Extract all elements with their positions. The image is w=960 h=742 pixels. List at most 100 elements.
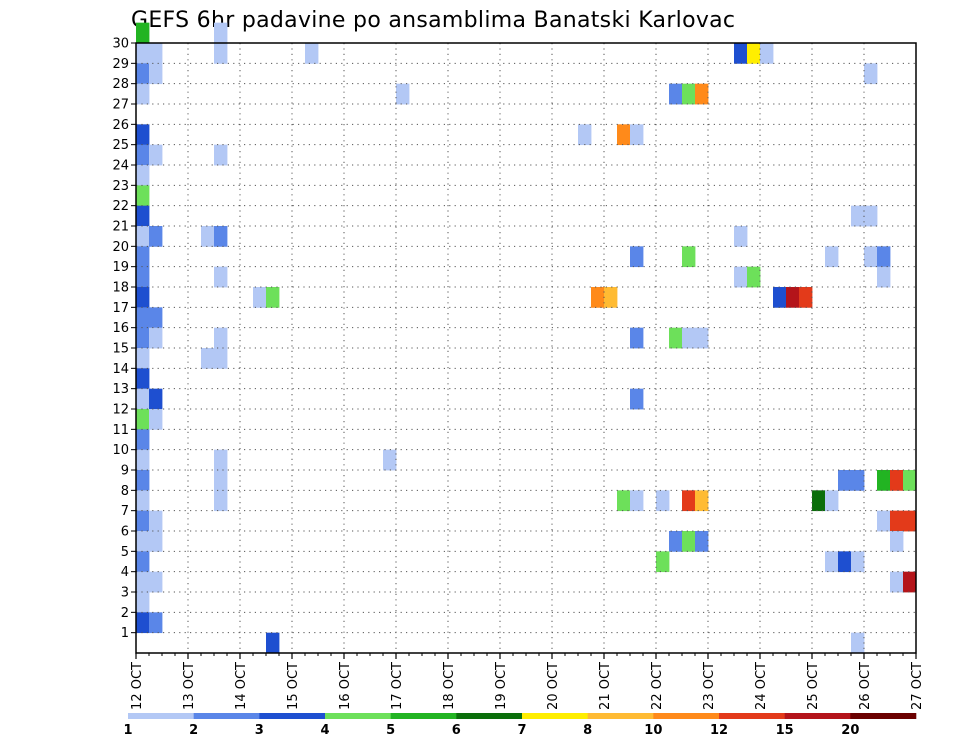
legend-swatch — [522, 713, 588, 719]
data-cell — [682, 83, 696, 105]
data-cell — [396, 83, 410, 105]
y-tick-label: 8 — [121, 484, 129, 499]
legend-label: 5 — [386, 723, 395, 738]
data-cell — [656, 551, 670, 573]
y-tick-label: 15 — [112, 342, 129, 357]
data-cell — [136, 287, 150, 308]
legend-swatch — [587, 713, 654, 719]
data-cell — [136, 510, 150, 532]
data-cell — [747, 266, 761, 288]
data-cell — [877, 510, 891, 532]
data-cell — [838, 551, 852, 573]
y-tick-label: 19 — [112, 260, 129, 275]
y-tick-label: 25 — [112, 138, 129, 153]
data-cell — [214, 490, 228, 512]
data-cell — [305, 43, 319, 64]
legend-label: 7 — [517, 723, 526, 738]
legend-label: 12 — [710, 723, 728, 738]
data-cell — [630, 490, 644, 512]
legend-swatch — [784, 713, 851, 719]
data-cell — [760, 43, 774, 64]
data-cell — [149, 63, 163, 85]
y-tick-label: 21 — [112, 220, 129, 235]
data-cell — [838, 470, 852, 491]
y-tick-label: 11 — [112, 423, 129, 438]
x-tick-label: 15 OCT — [286, 662, 301, 710]
data-cell — [734, 266, 748, 288]
x-tick-label: 12 OCT — [130, 662, 145, 710]
data-cell — [266, 632, 280, 654]
data-cell — [695, 83, 709, 105]
x-tick-label: 27 OCT — [910, 662, 925, 710]
data-cell — [851, 551, 865, 573]
data-cell — [890, 470, 904, 491]
data-cell — [149, 409, 163, 430]
data-cell — [877, 246, 891, 268]
y-tick-label: 22 — [112, 199, 129, 214]
data-cell — [214, 348, 228, 369]
x-tick-label: 16 OCT — [338, 662, 353, 710]
legend-label: 1 — [123, 723, 132, 738]
legend-swatch — [128, 713, 194, 719]
data-cell — [214, 470, 228, 491]
data-cell — [630, 246, 644, 268]
data-cell — [773, 287, 787, 308]
x-tick-label: 17 OCT — [390, 662, 405, 710]
data-cell — [214, 266, 228, 288]
x-axis: 12 OCT 13 OCT 14 OCT 15 OCT 16 OCT 17 OCT 18 O… — [130, 653, 925, 710]
data-cell — [136, 22, 150, 44]
data-cell — [903, 571, 917, 593]
data-cell — [669, 531, 683, 552]
data-cell — [578, 124, 592, 146]
data-cell — [136, 571, 150, 593]
data-cell — [747, 43, 761, 64]
y-tick-label: 9 — [121, 464, 129, 479]
data-cell — [149, 226, 163, 247]
data-cell — [214, 22, 228, 44]
data-cell — [136, 246, 150, 268]
data-cell — [136, 429, 150, 451]
data-cell — [669, 327, 683, 349]
legend-swatch — [325, 713, 391, 719]
legend-label: 10 — [644, 723, 662, 738]
data-cell — [695, 531, 709, 552]
y-tick-label: 28 — [112, 77, 129, 92]
data-cell — [890, 531, 904, 552]
data-cell — [786, 287, 800, 308]
data-cell — [214, 327, 228, 349]
legend-swatch — [259, 713, 326, 719]
grid-layer — [136, 42, 916, 653]
y-tick-label: 10 — [112, 443, 129, 458]
data-cell — [149, 307, 163, 329]
y-tick-label: 14 — [112, 362, 129, 377]
data-cell — [201, 348, 215, 369]
data-cell — [201, 226, 215, 247]
data-cell — [864, 205, 878, 227]
data-cell — [864, 246, 878, 268]
data-cell — [149, 144, 163, 166]
data-cell — [136, 307, 150, 329]
data-cell — [812, 490, 826, 512]
data-cell — [149, 327, 163, 349]
data-cell — [877, 470, 891, 491]
data-cell — [864, 63, 878, 85]
x-tick-label: 22 OCT — [650, 662, 665, 710]
y-tick-label: 24 — [112, 159, 129, 174]
x-tick-label: 25 OCT — [806, 662, 821, 710]
data-cell — [136, 144, 150, 166]
y-tick-label: 2 — [121, 606, 129, 621]
data-cell — [214, 144, 228, 166]
data-cell — [149, 43, 163, 64]
y-tick-label: 30 — [112, 37, 129, 52]
data-cell — [136, 388, 150, 410]
y-tick-label: 1 — [121, 626, 129, 641]
y-tick-label: 16 — [112, 321, 129, 336]
data-cell — [851, 632, 865, 654]
y-tick-label: 12 — [112, 403, 129, 418]
x-tick-label: 26 OCT — [858, 662, 873, 710]
y-tick-label: 27 — [112, 98, 129, 113]
data-cell — [149, 388, 163, 410]
data-cell — [656, 490, 670, 512]
y-tick-label: 13 — [112, 382, 129, 397]
data-cell — [682, 327, 696, 349]
